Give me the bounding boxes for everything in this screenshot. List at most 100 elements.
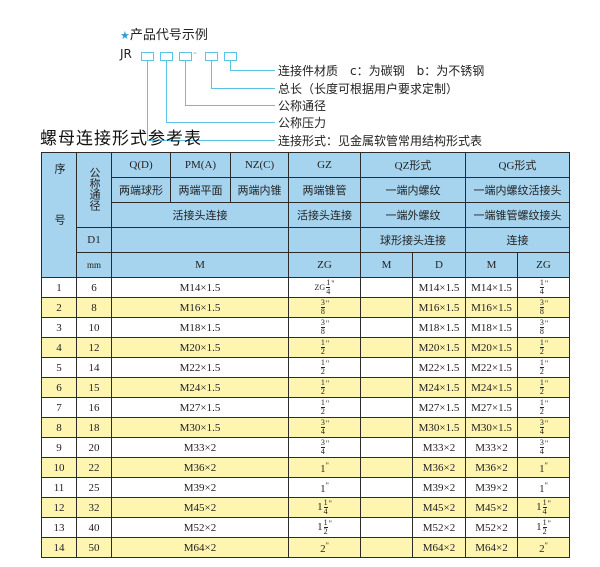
header-cell: 一端内螺纹活接头 bbox=[465, 177, 570, 203]
header-cell: 两端平面 bbox=[170, 177, 231, 203]
inch-whole: 1 bbox=[320, 462, 326, 475]
fraction-denominator: 2 bbox=[539, 387, 544, 396]
fraction-denominator: 8 bbox=[320, 307, 325, 316]
cell-qz-m bbox=[360, 537, 413, 558]
inch-mark: " bbox=[331, 279, 335, 289]
inch-whole: 1 bbox=[536, 521, 542, 534]
fraction-denominator: 2 bbox=[323, 527, 328, 536]
cell-dn: 22 bbox=[76, 457, 112, 478]
fraction-numerator: 3 bbox=[320, 418, 325, 428]
header-qz: QZ形式 bbox=[360, 152, 466, 178]
fraction-denominator: 2 bbox=[320, 347, 325, 356]
inch-mark: " bbox=[325, 319, 330, 329]
table-row: 2 8 M16×1.5 3 8 " M16×1.5 M16×1.5 3 8 " bbox=[41, 297, 570, 318]
cell-m: M27×1.5 bbox=[111, 397, 289, 418]
connector-line bbox=[211, 61, 212, 88]
table-row: 12 32 M45×2 1 1 4 " M45×2 M45×2 1 1 4 " bbox=[41, 497, 570, 518]
cell-qz-d: M52×2 bbox=[412, 517, 466, 538]
fraction-denominator: 4 bbox=[320, 427, 325, 436]
header-cell: ZG bbox=[288, 252, 361, 278]
inch-mark: " bbox=[325, 399, 330, 409]
cell-no: 11 bbox=[41, 477, 77, 498]
header-cell bbox=[111, 227, 289, 253]
inch-mark: " bbox=[547, 499, 551, 509]
cell-qg-zg: 1 4 " bbox=[517, 277, 570, 298]
cell-dn: 16 bbox=[76, 397, 112, 418]
cell-qg-zg: 3 8 " bbox=[517, 317, 570, 338]
header-seq-text: 序号 bbox=[53, 162, 65, 265]
cell-qg-m: M33×2 bbox=[465, 437, 518, 458]
inch-mark: " bbox=[544, 460, 548, 470]
table-row: 4 12 M20×1.5 1 2 " M20×1.5 M20×1.5 1 2 " bbox=[41, 337, 570, 358]
label-diameter: 公称通径 bbox=[278, 99, 327, 113]
label-material: 连接件材质 c：为碳钢 b：为不锈钢 bbox=[278, 64, 485, 78]
inch-mark: " bbox=[544, 379, 549, 389]
table-row: 9 20 M33×2 3 4 " M33×2 M33×2 3 4 " bbox=[41, 437, 570, 458]
fraction-denominator: 8 bbox=[320, 327, 325, 336]
header-cell: 两端锥管 bbox=[288, 177, 361, 203]
fraction-numerator: 1 bbox=[320, 358, 325, 368]
cell-no: 10 bbox=[41, 457, 77, 478]
table-row: 13 40 M52×2 1 1 2 " M52×2 M52×2 1 1 2 " bbox=[41, 517, 570, 538]
cell-dn: 14 bbox=[76, 357, 112, 378]
cell-qz-m bbox=[360, 377, 413, 398]
cell-qg-zg: 2" bbox=[517, 537, 570, 558]
fraction-denominator: 2 bbox=[539, 347, 544, 356]
fraction-numerator: 1 bbox=[323, 498, 328, 508]
fraction-denominator: 2 bbox=[320, 407, 325, 416]
cell-qz-d: M45×2 bbox=[412, 497, 466, 518]
header-q: Q(D) bbox=[111, 152, 171, 178]
fraction-numerator: 1 bbox=[542, 518, 547, 528]
label-length: 总长（长度可根据用户要求定制） bbox=[278, 82, 459, 96]
cell-m: M14×1.5 bbox=[111, 277, 289, 298]
inch-mark: " bbox=[544, 540, 548, 550]
header-cell: D bbox=[412, 252, 466, 278]
fraction-numerator: 1 bbox=[320, 378, 325, 388]
example-title-text: 产品代号示例 bbox=[129, 28, 208, 43]
header-cell: ZG bbox=[517, 252, 570, 278]
inch-whole: 1 bbox=[539, 462, 545, 475]
fraction-denominator: 2 bbox=[539, 407, 544, 416]
product-code: JR bbox=[120, 47, 132, 61]
connector-line bbox=[185, 61, 186, 105]
cell-no: 7 bbox=[41, 397, 77, 418]
connector-line bbox=[185, 105, 275, 106]
inch-whole: 1 bbox=[317, 521, 323, 534]
header-cell: 两端内锥 bbox=[230, 177, 289, 203]
inch-mark: " bbox=[544, 359, 549, 369]
header-cell: 两端球形 bbox=[111, 177, 171, 203]
cell-m: M39×2 bbox=[111, 477, 289, 498]
cell-zg: 1 2 " bbox=[288, 377, 361, 398]
cell-dn: 12 bbox=[76, 337, 112, 358]
cell-qg-m: M39×2 bbox=[465, 477, 518, 498]
header-cell: 球形接头连接 bbox=[360, 227, 466, 253]
cell-dn: 10 bbox=[76, 317, 112, 338]
zg-prefix: ZG bbox=[314, 283, 326, 293]
cell-qg-zg: 3 4 " bbox=[517, 437, 570, 458]
cell-qg-zg: 3 8 " bbox=[517, 297, 570, 318]
cell-qz-m bbox=[360, 517, 413, 538]
inch-whole: 1 bbox=[320, 482, 326, 495]
inch-mark: " bbox=[544, 339, 549, 349]
cell-qz-m bbox=[360, 497, 413, 518]
cell-qz-d: M20×1.5 bbox=[412, 337, 466, 358]
cell-m: M52×2 bbox=[111, 517, 289, 538]
fraction-numerator: 3 bbox=[539, 318, 544, 328]
header-cell: M bbox=[360, 252, 413, 278]
cell-m: M22×1.5 bbox=[111, 357, 289, 378]
fraction-denominator: 4 bbox=[320, 447, 325, 456]
fraction-numerator: 1 bbox=[542, 498, 547, 508]
cell-dn: 6 bbox=[76, 277, 112, 298]
table-row: 14 50 M64×2 2" M64×2 M64×2 2" bbox=[41, 537, 570, 558]
header-cell: M bbox=[111, 252, 289, 278]
header-cell: 活接头连接 bbox=[111, 202, 289, 228]
cell-qg-zg: 1 2 " bbox=[517, 377, 570, 398]
cell-qz-m bbox=[360, 417, 413, 438]
cell-qz-d: M64×2 bbox=[412, 537, 466, 558]
cell-qz-d: M14×1.5 bbox=[412, 277, 466, 298]
